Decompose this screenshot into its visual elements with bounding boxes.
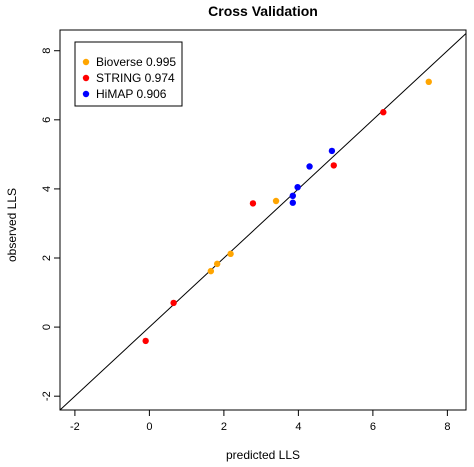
legend-marker-string xyxy=(82,74,90,82)
legend-marker-bioverse xyxy=(82,58,90,66)
data-point-string xyxy=(380,109,387,116)
x-tick-label: 8 xyxy=(444,421,450,433)
legend-box xyxy=(74,41,183,107)
data-point-string xyxy=(142,337,149,345)
legend-label-himap: HiMAP 0.906 xyxy=(96,87,167,101)
y-axis-label: observed LLS xyxy=(5,188,19,262)
x-tick-label: -2 xyxy=(70,421,80,433)
y-tick-label: 6 xyxy=(41,117,53,123)
y-tick-label: 8 xyxy=(41,48,53,54)
data-point-bioverse xyxy=(213,260,221,268)
data-point-himap xyxy=(294,183,301,191)
data-point-bioverse xyxy=(425,78,432,86)
y-tick-label: -2 xyxy=(41,391,53,401)
data-point-himap xyxy=(328,147,336,155)
data-point-bioverse xyxy=(227,250,234,258)
y-tick-label: 0 xyxy=(41,324,53,330)
legend: Bioverse 0.995 STRING 0.974 HiMAP 0.906 xyxy=(74,41,183,107)
legend-marker-himap xyxy=(82,90,90,98)
data-point-bioverse xyxy=(272,197,280,205)
legend-label-bioverse: Bioverse 0.995 xyxy=(96,55,176,69)
legend-label-string: STRING 0.974 xyxy=(96,71,175,85)
y-tick-label: 4 xyxy=(41,186,53,192)
reference-line-y-equals-x xyxy=(59,33,467,411)
plot-border xyxy=(59,29,467,411)
data-point-himap xyxy=(289,199,296,206)
data-point-himap xyxy=(289,192,296,200)
y-tick-label: 2 xyxy=(41,255,53,261)
data-point-bioverse xyxy=(207,267,215,275)
x-tick-label: 2 xyxy=(221,421,227,433)
data-point-string xyxy=(170,299,177,307)
data-point-string xyxy=(249,200,257,207)
chart-title: Cross Validation xyxy=(208,3,318,19)
x-axis-label: predicted LLS xyxy=(226,448,300,462)
data-point-himap xyxy=(306,163,313,170)
data-point-string xyxy=(330,162,337,169)
x-tick-label: 4 xyxy=(295,421,301,433)
x-tick-label: 0 xyxy=(146,421,152,433)
x-tick-label: 6 xyxy=(370,421,376,433)
